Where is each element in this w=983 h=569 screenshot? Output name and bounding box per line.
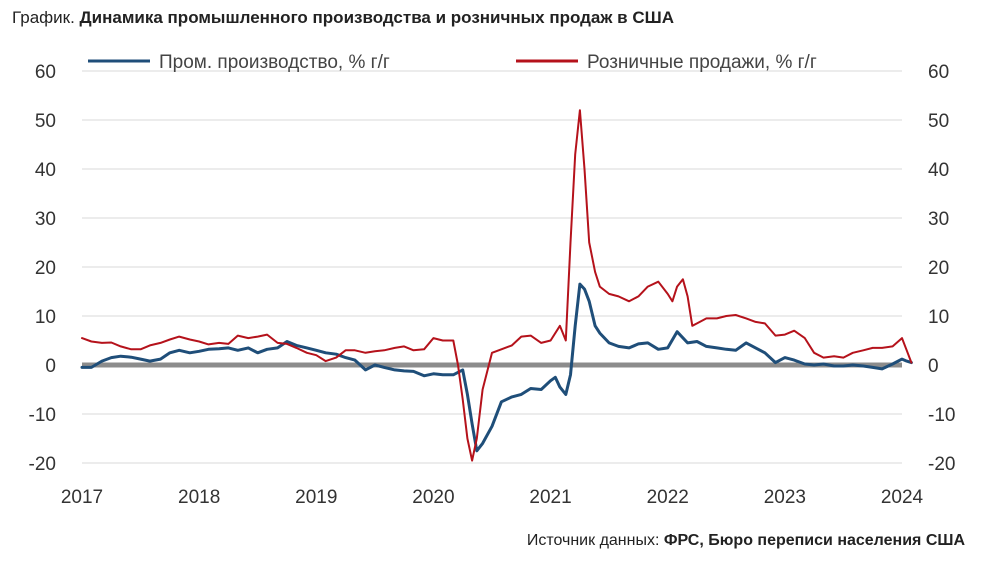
y-axis-right: -20 -10 0 10 20 30 40 50 60 (928, 62, 955, 475)
y-tick-label-right: -20 (928, 454, 955, 475)
y-tick-label-right: 30 (928, 209, 949, 230)
legend: Пром. производство, % г/г Розничные прода… (88, 52, 817, 73)
y-tick-label-right: 20 (928, 258, 949, 279)
chart-title-lead: График. (12, 8, 75, 27)
y-tick-label-left: 40 (35, 160, 56, 181)
series-group (80, 109, 913, 462)
series-line-industrial-production (80, 282, 913, 453)
x-tick-label: 2019 (295, 487, 337, 508)
grid (82, 70, 902, 464)
x-axis: 2017 2018 2019 2020 2021 2022 2023 2024 (61, 487, 924, 508)
y-tick-label-right: 0 (928, 356, 939, 377)
x-tick-label: 2022 (647, 487, 689, 508)
y-tick-label-left: -10 (29, 405, 56, 426)
x-tick-label: 2024 (881, 487, 924, 508)
y-tick-label-left: -20 (29, 454, 56, 475)
source-note: Источник данных: ФРС, Бюро переписи насе… (527, 532, 965, 550)
y-tick-label-right: 40 (928, 160, 949, 181)
legend-label: Розничные продажи, % г/г (587, 52, 817, 73)
y-tick-label-left: 30 (35, 209, 56, 230)
x-tick-label: 2020 (412, 487, 454, 508)
y-tick-label-right: -10 (928, 405, 955, 426)
x-tick-label: 2023 (764, 487, 806, 508)
series-line-retail-sales (81, 109, 913, 462)
y-tick-label-right: 60 (928, 62, 949, 83)
y-tick-label-left: 60 (35, 62, 56, 83)
y-tick-label-left: 20 (35, 258, 56, 279)
x-tick-label: 2018 (178, 487, 220, 508)
y-tick-label-left: 50 (35, 111, 56, 132)
y-tick-label-left: 0 (45, 356, 56, 377)
y-axis-left: -20 -10 0 10 20 30 40 50 60 (29, 62, 56, 475)
y-tick-label-right: 10 (928, 307, 949, 328)
chart-title: Динамика промышленного производства и ро… (79, 8, 674, 27)
source-value: ФРС, Бюро переписи населения США (663, 532, 965, 549)
chart-title-block: График. Динамика промышленного производс… (12, 8, 674, 28)
source-label: Источник данных: (526, 532, 660, 549)
x-tick-label: 2021 (529, 487, 571, 508)
legend-label: Пром. производство, % г/г (159, 52, 390, 73)
x-tick-label: 2017 (61, 487, 103, 508)
y-tick-label-left: 10 (35, 307, 56, 328)
y-tick-label-right: 50 (928, 111, 949, 132)
